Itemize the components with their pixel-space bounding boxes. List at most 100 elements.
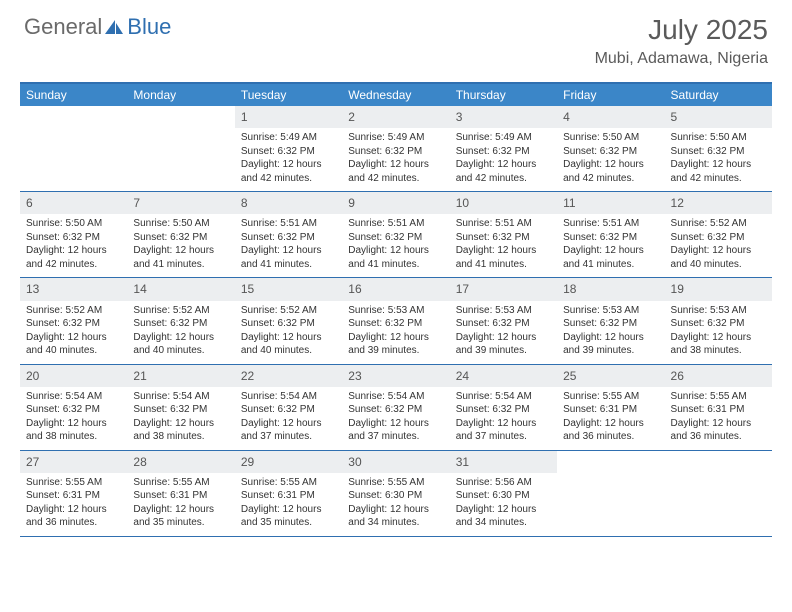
sunset-line: Sunset: 6:32 PM: [241, 317, 336, 331]
day-cell: 11Sunrise: 5:51 AMSunset: 6:32 PMDayligh…: [557, 192, 664, 277]
daylight-line: Daylight: 12 hours and 39 minutes.: [348, 331, 443, 358]
day-body: Sunrise: 5:55 AMSunset: 6:31 PMDaylight:…: [665, 387, 772, 450]
sunset-line: Sunset: 6:32 PM: [348, 231, 443, 245]
sunrise-line: Sunrise: 5:53 AM: [671, 304, 766, 318]
day-body: Sunrise: 5:50 AMSunset: 6:32 PMDaylight:…: [557, 128, 664, 191]
sunset-line: Sunset: 6:32 PM: [241, 403, 336, 417]
daylight-line: Daylight: 12 hours and 41 minutes.: [348, 244, 443, 271]
day-body: Sunrise: 5:52 AMSunset: 6:32 PMDaylight:…: [20, 301, 127, 364]
daylight-line: Daylight: 12 hours and 36 minutes.: [563, 417, 658, 444]
daylight-line: Daylight: 12 hours and 35 minutes.: [241, 503, 336, 530]
sunrise-line: Sunrise: 5:49 AM: [456, 131, 551, 145]
day-cell: 19Sunrise: 5:53 AMSunset: 6:32 PMDayligh…: [665, 278, 772, 363]
day-number: 14: [127, 278, 234, 300]
daylight-line: Daylight: 12 hours and 37 minutes.: [241, 417, 336, 444]
day-body: Sunrise: 5:50 AMSunset: 6:32 PMDaylight:…: [665, 128, 772, 191]
day-cell: 4Sunrise: 5:50 AMSunset: 6:32 PMDaylight…: [557, 106, 664, 191]
sunset-line: Sunset: 6:31 PM: [563, 403, 658, 417]
day-body: Sunrise: 5:49 AMSunset: 6:32 PMDaylight:…: [450, 128, 557, 191]
sunset-line: Sunset: 6:32 PM: [348, 145, 443, 159]
day-body: Sunrise: 5:56 AMSunset: 6:30 PMDaylight:…: [450, 473, 557, 536]
daylight-line: Daylight: 12 hours and 35 minutes.: [133, 503, 228, 530]
day-number: 17: [450, 278, 557, 300]
week-row: 6Sunrise: 5:50 AMSunset: 6:32 PMDaylight…: [20, 192, 772, 278]
day-cell: 14 Sunrise: 5:52 AMSunset: 6:32 PMDayligh…: [127, 278, 234, 363]
day-cell: 25Sunrise: 5:55 AMSunset: 6:31 PMDayligh…: [557, 365, 664, 450]
day-body: Sunrise: 5:50 AMSunset: 6:32 PMDaylight:…: [20, 214, 127, 277]
sunset-line: Sunset: 6:32 PM: [456, 231, 551, 245]
daylight-line: Daylight: 12 hours and 38 minutes.: [26, 417, 121, 444]
weekday-header: Sunday: [20, 84, 127, 106]
day-cell: 17Sunrise: 5:53 AMSunset: 6:32 PMDayligh…: [450, 278, 557, 363]
day-number: 7: [127, 192, 234, 214]
day-body: Sunrise: 5:52 AMSunset: 6:32 PMDaylight:…: [235, 301, 342, 364]
daylight-line: Daylight: 12 hours and 34 minutes.: [348, 503, 443, 530]
sunrise-line: Sunrise: 5:55 AM: [671, 390, 766, 404]
day-number: 9: [342, 192, 449, 214]
weekday-header: Monday: [127, 84, 234, 106]
sunset-line: Sunset: 6:32 PM: [26, 231, 121, 245]
location-label: Mubi, Adamawa, Nigeria: [595, 50, 768, 68]
sunset-line: Sunset: 6:32 PM: [671, 145, 766, 159]
sunrise-line: Sunrise: 5:54 AM: [241, 390, 336, 404]
sunset-line: Sunset: 6:32 PM: [563, 317, 658, 331]
day-body: Sunrise: 5:54 AMSunset: 6:32 PMDaylight:…: [20, 387, 127, 450]
day-body: Sunrise: 5:50 AMSunset: 6:32 PMDaylight:…: [127, 214, 234, 277]
logo-word-blue: Blue: [127, 14, 171, 40]
sunrise-line: Sunrise: 5:51 AM: [348, 217, 443, 231]
day-cell: 5Sunrise: 5:50 AMSunset: 6:32 PMDaylight…: [665, 106, 772, 191]
day-cell: 12Sunrise: 5:52 AMSunset: 6:32 PMDayligh…: [665, 192, 772, 277]
day-number: 13: [20, 278, 127, 300]
day-cell-empty: [20, 106, 127, 191]
day-number: 27: [20, 451, 127, 473]
day-number: 21: [127, 365, 234, 387]
sunset-line: Sunset: 6:32 PM: [348, 317, 443, 331]
sunset-line: Sunset: 6:32 PM: [348, 403, 443, 417]
sunrise-line: Sunrise: 5:51 AM: [563, 217, 658, 231]
daylight-line: Daylight: 12 hours and 36 minutes.: [671, 417, 766, 444]
day-number: 20: [20, 365, 127, 387]
day-number: 28: [127, 451, 234, 473]
sunset-line: Sunset: 6:32 PM: [671, 231, 766, 245]
logo: General Blue: [24, 14, 171, 40]
header: General Blue July 2025 Mubi, Adamawa, Ni…: [0, 0, 792, 74]
weeks-container: 1Sunrise: 5:49 AMSunset: 6:32 PMDaylight…: [20, 106, 772, 537]
day-body: Sunrise: 5:49 AMSunset: 6:32 PMDaylight:…: [235, 128, 342, 191]
sunrise-line: Sunrise: 5:55 AM: [348, 476, 443, 490]
sunset-line: Sunset: 6:32 PM: [133, 317, 228, 331]
daylight-line: Daylight: 12 hours and 39 minutes.: [456, 331, 551, 358]
sunrise-line: Sunrise: 5:53 AM: [348, 304, 443, 318]
day-body: Sunrise: 5:51 AMSunset: 6:32 PMDaylight:…: [342, 214, 449, 277]
daylight-line: Daylight: 12 hours and 41 minutes.: [133, 244, 228, 271]
sunrise-line: Sunrise: 5:50 AM: [26, 217, 121, 231]
sunrise-line: Sunrise: 5:52 AM: [133, 304, 228, 318]
day-body: Sunrise: 5:55 AMSunset: 6:31 PMDaylight:…: [127, 473, 234, 536]
daylight-line: Daylight: 12 hours and 34 minutes.: [456, 503, 551, 530]
day-cell: 3Sunrise: 5:49 AMSunset: 6:32 PMDaylight…: [450, 106, 557, 191]
daylight-line: Daylight: 12 hours and 42 minutes.: [563, 158, 658, 185]
day-number: 26: [665, 365, 772, 387]
day-body: Sunrise: 5:53 AMSunset: 6:32 PMDaylight:…: [665, 301, 772, 364]
week-row: 20Sunrise: 5:54 AMSunset: 6:32 PMDayligh…: [20, 365, 772, 451]
week-row: 13Sunrise: 5:52 AMSunset: 6:32 PMDayligh…: [20, 278, 772, 364]
day-cell: 1Sunrise: 5:49 AMSunset: 6:32 PMDaylight…: [235, 106, 342, 191]
sunrise-line: Sunrise: 5:50 AM: [133, 217, 228, 231]
day-number: 30: [342, 451, 449, 473]
day-cell: 24Sunrise: 5:54 AMSunset: 6:32 PMDayligh…: [450, 365, 557, 450]
daylight-line: Daylight: 12 hours and 38 minutes.: [671, 331, 766, 358]
day-body: Sunrise: 5:51 AMSunset: 6:32 PMDaylight:…: [450, 214, 557, 277]
day-body: Sunrise: 5:54 AMSunset: 6:32 PMDaylight:…: [127, 387, 234, 450]
weekday-header-row: SundayMondayTuesdayWednesdayThursdayFrid…: [20, 84, 772, 106]
day-cell: 2Sunrise: 5:49 AMSunset: 6:32 PMDaylight…: [342, 106, 449, 191]
title-block: July 2025 Mubi, Adamawa, Nigeria: [595, 14, 768, 68]
sunrise-line: Sunrise: 5:55 AM: [26, 476, 121, 490]
daylight-line: Daylight: 12 hours and 41 minutes.: [241, 244, 336, 271]
day-cell: 10Sunrise: 5:51 AMSunset: 6:32 PMDayligh…: [450, 192, 557, 277]
day-number: 23: [342, 365, 449, 387]
weekday-header: Saturday: [665, 84, 772, 106]
sunrise-line: Sunrise: 5:51 AM: [456, 217, 551, 231]
daylight-line: Daylight: 12 hours and 37 minutes.: [456, 417, 551, 444]
week-row: 27Sunrise: 5:55 AMSunset: 6:31 PMDayligh…: [20, 451, 772, 537]
day-cell: 7Sunrise: 5:50 AMSunset: 6:32 PMDaylight…: [127, 192, 234, 277]
daylight-line: Daylight: 12 hours and 40 minutes.: [133, 331, 228, 358]
